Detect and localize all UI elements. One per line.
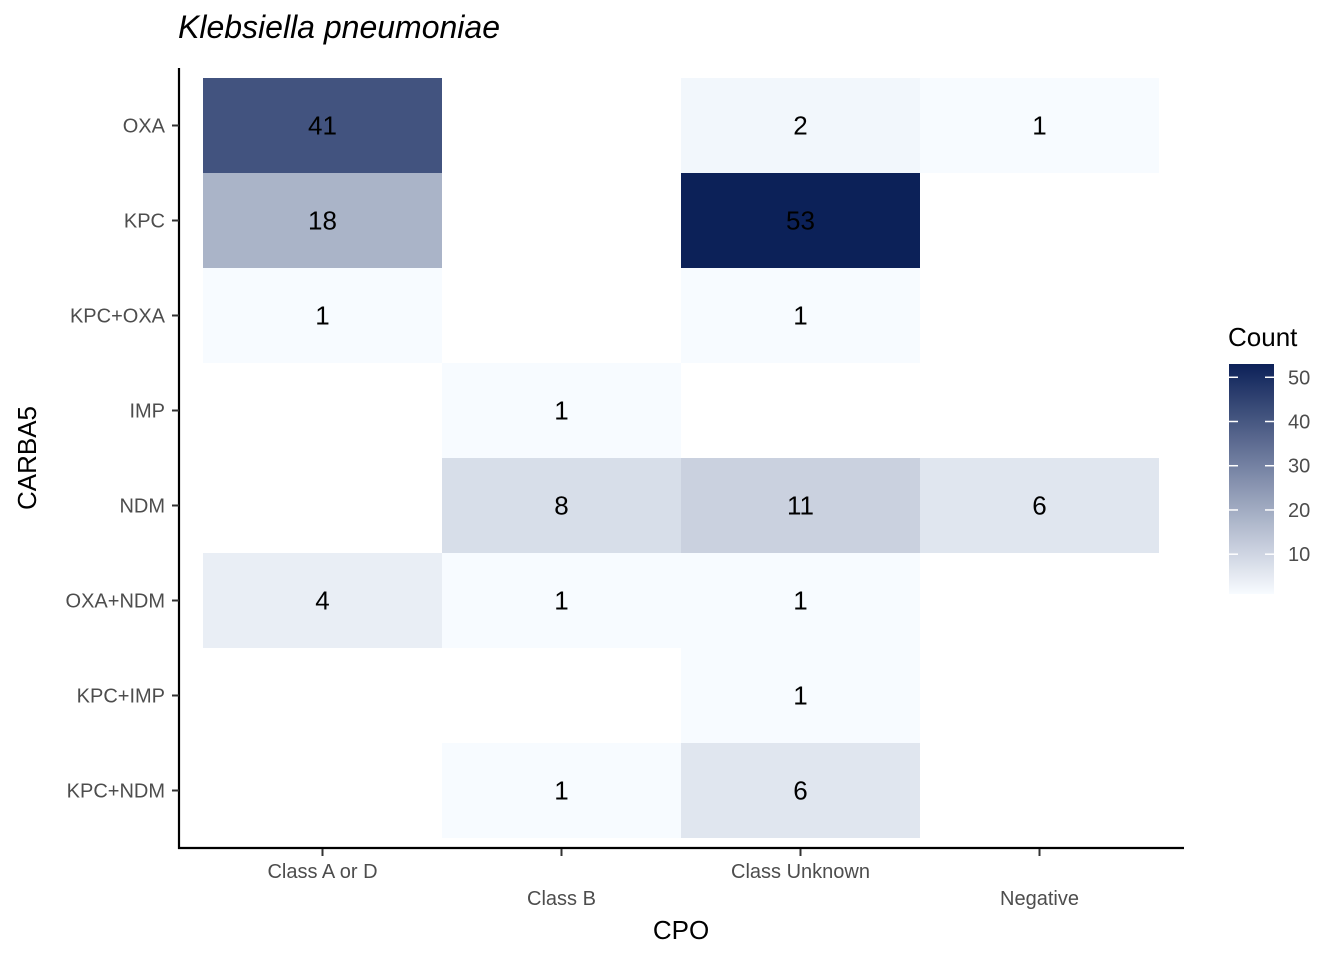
y-tick-label: NDM [119, 496, 165, 518]
legend-tick-label: 10 [1288, 544, 1310, 566]
legend-tick-label: 50 [1288, 367, 1310, 389]
heatmap-cell-value: 1 [1032, 111, 1046, 141]
x-tick-label: Class Unknown [731, 861, 870, 883]
color-legend: Count 10 20 30 40 50 [1228, 322, 1310, 594]
heatmap-cell [920, 78, 1159, 173]
legend-ticks: 10 20 30 40 50 [1229, 367, 1310, 566]
y-tick-label: IMP [129, 401, 165, 423]
heatmap-cell [203, 173, 442, 268]
heatmap-cell [681, 173, 920, 268]
heatmap-cell-value: 1 [554, 586, 568, 616]
heatmap-cell-value: 18 [308, 206, 337, 236]
heatmap-cell-value: 1 [793, 586, 807, 616]
x-axis-title: CPO [653, 915, 709, 945]
heatmap-cell [681, 553, 920, 648]
heatmap-cell-value: 53 [786, 206, 815, 236]
heatmap-cell [681, 78, 920, 173]
heatmap-cell-value: 11 [787, 491, 814, 521]
heatmap-cell [920, 458, 1159, 553]
axes [177, 68, 1184, 850]
y-tick-label: KPC+IMP [77, 686, 165, 708]
heatmap-cell-labels: 41 2 118 531 118 11 64 1 111 6 [308, 111, 1047, 806]
heatmap-cell-value: 1 [554, 396, 568, 426]
y-tick-label: OXA+NDM [66, 591, 165, 613]
y-axis-title: CARBA5 [12, 406, 42, 510]
heatmap-cell-value: 4 [315, 586, 329, 616]
legend-title: Count [1228, 322, 1298, 352]
x-tick-label: Class A or D [267, 861, 377, 883]
y-tick-label: KPC+NDM [67, 781, 165, 803]
heatmap-cell [442, 458, 681, 553]
legend-tick-label: 20 [1288, 500, 1310, 522]
x-tick-label: Class B [527, 888, 596, 910]
legend-tick-label: 40 [1288, 412, 1310, 434]
heatmap-cell-value: 6 [793, 776, 807, 806]
heatmap-cell [681, 648, 920, 743]
heatmap-cells [203, 78, 1159, 838]
x-tick-label: Negative [1000, 888, 1079, 910]
heatmap-cell-value: 6 [1032, 491, 1046, 521]
heatmap-cell [681, 268, 920, 363]
heatmap-cell-value: 8 [554, 491, 568, 521]
heatmap-cell-value: 1 [793, 301, 807, 331]
heatmap-cell [442, 743, 681, 838]
heatmap-cell-value: 1 [315, 301, 329, 331]
heatmap-cell-value: 1 [554, 776, 568, 806]
heatmap-cell-value: 2 [793, 111, 807, 141]
y-tick-label: KPC+OXA [70, 306, 166, 328]
y-axis-ticks: OXA KPC KPC+OXA IMP NDM OXA+NDM KPC+IMP KPC+NDM [66, 116, 179, 803]
heatmap-cell [681, 458, 920, 553]
heatmap-cell-value: 1 [793, 681, 807, 711]
y-tick-label: KPC [124, 211, 165, 233]
heatmap-cell [442, 363, 681, 458]
heatmap-cell [203, 268, 442, 363]
heatmap-cell [681, 743, 920, 838]
heatmap-cell-value: 41 [308, 111, 337, 141]
x-axis-ticks: Class A or D Class B Class Unknown Negative [267, 849, 1079, 910]
chart-title: Klebsiella pneumoniae [178, 9, 500, 45]
y-tick-label: OXA [123, 116, 166, 138]
heatmap-cell [203, 553, 442, 648]
legend-tick-label: 30 [1288, 456, 1310, 478]
heatmap-cell [442, 553, 681, 648]
legend-color-bar [1229, 364, 1274, 594]
heatmap-cell [203, 78, 442, 173]
